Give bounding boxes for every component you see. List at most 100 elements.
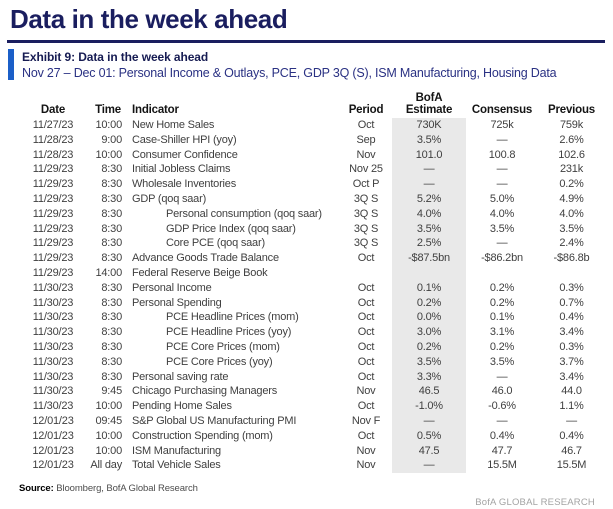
cell-consensus: 100.8 (488, 148, 516, 161)
cell-consensus: — (496, 163, 508, 176)
cell-bofa-estimate: 0.1% (392, 280, 466, 296)
exhibit-subtitle: Nov 27 – Dec 01: Personal Income & Outla… (22, 66, 557, 80)
header-bofa-estimate: BofA Estimate (392, 92, 466, 118)
cell-time: 10:00 (95, 400, 122, 413)
cell-date: 11/30/23 (32, 326, 74, 339)
cell-previous: 46.7 (561, 444, 582, 457)
cell-bofa-estimate: 0.2% (392, 295, 466, 311)
cell-period: Nov (356, 385, 376, 398)
cell-indicator: Advance Goods Trade Balance (132, 252, 279, 265)
header-time: Time (95, 104, 121, 116)
cell-time: 10:00 (95, 119, 122, 131)
cell-previous: 0.2% (559, 178, 584, 191)
cell-period: Oct (357, 326, 375, 339)
cell-time: 8:30 (101, 296, 122, 309)
cell-bofa-estimate: 101.0 (392, 147, 466, 163)
cell-previous (538, 266, 605, 281)
brand-text: BofA GLOBAL RESEARCH (475, 497, 595, 509)
cell-consensus: — (496, 133, 508, 146)
cell-time: 10:00 (95, 444, 122, 457)
cell-date: 11/29/23 (32, 222, 74, 235)
cell-period: Oct (357, 370, 375, 383)
cell-indicator: Initial Jobless Claims (132, 163, 231, 176)
cell-consensus: 47.7 (491, 444, 513, 457)
table-row: 11/30/23 8:30 Personal Spending Oct 0.2%… (19, 295, 605, 311)
cell-indicator: New Home Sales (132, 119, 215, 131)
table-row: 11/30/23 8:30 Personal Income Oct 0.1% 0… (19, 280, 605, 296)
cell-bofa-estimate: — (392, 162, 466, 178)
page-title: Data in the week ahead (7, 3, 605, 43)
cell-previous: -$86.8b (553, 252, 590, 265)
cell-consensus: 4.0% (489, 207, 515, 220)
cell-previous: 0.3% (559, 340, 584, 353)
cell-previous: 2.6% (559, 133, 584, 146)
cell-date: 11/29/23 (32, 178, 74, 191)
cell-indicator: Personal Income (132, 281, 212, 294)
exhibit-accent-bar (8, 49, 14, 80)
header-period: Period (348, 104, 384, 116)
cell-period: Oct (357, 252, 375, 265)
cell-bofa-estimate: 47.5 (392, 443, 466, 459)
cell-previous: 2.4% (559, 237, 584, 250)
table-row: 11/29/23 8:30 Advance Goods Trade Balanc… (19, 251, 605, 266)
cell-date: 11/28/23 (32, 133, 74, 146)
cell-period: Nov (356, 444, 376, 457)
cell-indicator: PCE Core Prices (yoy) (166, 355, 273, 368)
cell-consensus: — (496, 237, 508, 250)
table-row: 11/29/23 14:00 Federal Reserve Beige Boo… (19, 265, 605, 281)
table-row: 11/29/23 8:30 Personal consumption (qoq … (19, 206, 605, 222)
cell-bofa-estimate: 730K (392, 118, 466, 133)
cell-date: 12/01/23 (32, 429, 74, 442)
cell-consensus: — (496, 370, 508, 383)
cell-period: 3Q S (353, 222, 379, 235)
cell-bofa-estimate: 46.5 (392, 384, 466, 400)
cell-indicator: GDP Price Index (qoq saar) (166, 222, 296, 235)
table-row: 11/28/23 10:00 Consumer Confidence Nov 1… (19, 147, 605, 163)
cell-date: 11/28/23 (32, 148, 74, 161)
header-bofa-estimate-bottom: Estimate (405, 104, 453, 116)
cell-period: Nov (356, 148, 376, 161)
cell-consensus: 3.5% (489, 355, 515, 368)
cell-consensus: -0.6% (488, 400, 516, 413)
cell-indicator: GDP (qoq saar) (132, 192, 207, 205)
cell-bofa-estimate: 0.0% (392, 310, 466, 326)
cell-period (340, 266, 392, 281)
cell-bofa-estimate: 3.0% (392, 325, 466, 340)
cell-previous: 1.1% (559, 400, 584, 413)
cell-date: 11/29/23 (32, 237, 74, 250)
table-row: 12/01/23 10:00 Construction Spending (mo… (19, 428, 605, 444)
table-row: 11/27/23 10:00 New Home Sales Oct 730K 7… (19, 118, 605, 133)
source-label: Source: (19, 483, 54, 495)
cell-period: 3Q S (353, 207, 379, 220)
table-row: 11/30/23 9:45 Chicago Purchasing Manager… (19, 384, 605, 400)
header-date: Date (40, 104, 66, 116)
cell-bofa-estimate: 3.5% (392, 132, 466, 148)
cell-date: 11/29/23 (32, 252, 74, 265)
table-row: 11/30/23 8:30 PCE Core Prices (mom) Oct … (19, 339, 605, 355)
cell-date: 11/29/23 (32, 266, 74, 279)
source-line: Source: Bloomberg, BofA Global Research (19, 483, 605, 494)
cell-previous: — (566, 414, 577, 427)
cell-period: Oct (357, 119, 375, 131)
cell-date: 11/30/23 (32, 355, 74, 368)
cell-time: 8:30 (101, 178, 122, 191)
cell-time: 09:45 (95, 414, 122, 427)
cell-date: 12/01/23 (32, 414, 74, 427)
cell-previous: 3.5% (559, 222, 584, 235)
cell-consensus: 0.2% (489, 281, 515, 294)
cell-consensus: 3.1% (489, 326, 515, 339)
cell-date: 11/30/23 (32, 385, 74, 398)
cell-consensus: -$86.2bn (481, 252, 523, 265)
cell-period: Nov 25 (349, 163, 383, 176)
exhibit-label: Exhibit 9: Data in the week ahead (22, 50, 209, 64)
cell-time: 10:00 (95, 429, 122, 442)
table-header: Date Time Indicator Period BofA Estimate… (19, 92, 605, 118)
data-table: Date Time Indicator Period BofA Estimate… (19, 92, 605, 474)
table-row: 11/30/23 8:30 Personal saving rate Oct 3… (19, 369, 605, 385)
cell-time: 8:30 (101, 207, 122, 220)
cell-indicator: Personal saving rate (132, 370, 229, 383)
cell-time: 8:30 (101, 281, 122, 294)
cell-consensus: 5.0% (489, 192, 515, 205)
cell-previous: 759k (559, 119, 584, 131)
